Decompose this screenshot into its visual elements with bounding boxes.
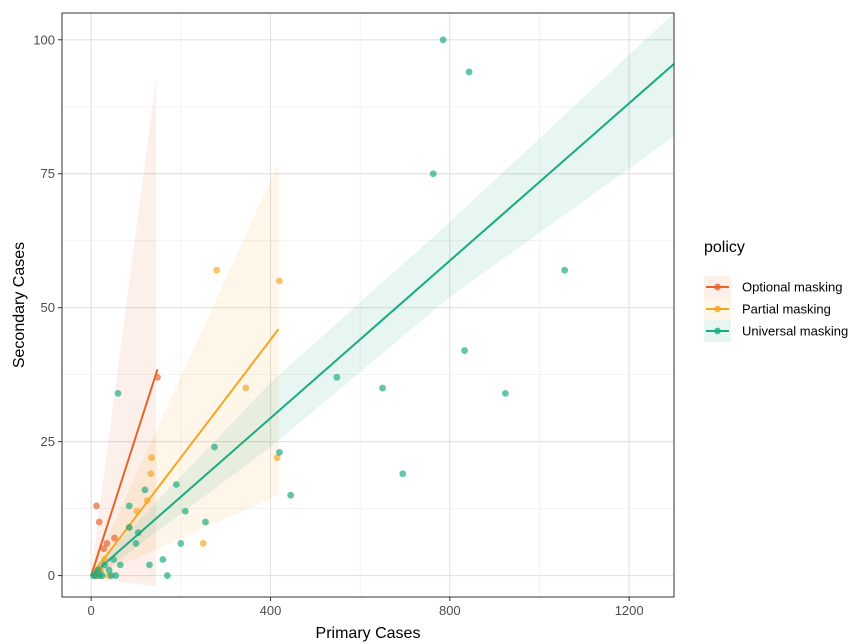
data-point — [333, 373, 341, 381]
x-axis: 0 400 800 1200 — [88, 597, 644, 618]
data-point — [114, 390, 122, 397]
legend-key-point — [714, 283, 721, 291]
x-tick-label: 1200 — [615, 603, 644, 618]
data-point — [133, 507, 141, 515]
data-point — [154, 373, 161, 381]
data-point — [103, 540, 111, 547]
data-point — [429, 170, 437, 178]
data-point — [95, 518, 103, 526]
data-point — [93, 502, 100, 510]
data-point — [111, 534, 118, 542]
data-point — [134, 529, 142, 537]
data-point — [89, 572, 97, 579]
data-point — [211, 443, 218, 451]
data-point — [273, 454, 281, 462]
y-tick-label: 0 — [48, 568, 55, 583]
fit-line — [90, 328, 280, 577]
y-tick-label: 50 — [41, 300, 55, 315]
data-point — [94, 566, 102, 574]
data-point — [148, 454, 156, 462]
data-point — [132, 540, 140, 547]
legend: policy Optional masking Partial masking Un… — [704, 239, 848, 342]
fit-line — [90, 63, 674, 577]
data-point — [502, 390, 509, 397]
data-points — [89, 36, 569, 579]
y-tick-label: 25 — [41, 434, 55, 449]
data-point — [147, 470, 155, 478]
plot-border — [61, 12, 675, 598]
data-point — [100, 545, 108, 553]
data-point — [561, 266, 569, 274]
confidence-band — [91, 77, 157, 587]
data-point — [112, 572, 120, 579]
data-point — [143, 497, 151, 504]
y-tick-label: 100 — [33, 32, 55, 47]
data-point — [105, 566, 113, 574]
grid — [62, 13, 674, 597]
y-tick-label: 75 — [41, 166, 55, 181]
x-axis-title: Primary Cases — [316, 625, 421, 642]
data-point — [141, 486, 149, 494]
data-point — [116, 561, 124, 569]
legend-title: policy — [704, 239, 745, 256]
data-point — [177, 540, 185, 547]
data-point — [172, 481, 180, 488]
data-point — [199, 540, 207, 547]
data-point — [110, 556, 117, 563]
x-tick-label: 0 — [88, 603, 95, 618]
data-point — [242, 384, 250, 392]
data-point — [101, 556, 108, 563]
y-axis: 0 25 50 75 100 — [33, 32, 62, 583]
data-point — [213, 266, 221, 274]
legend-label: Optional masking — [742, 280, 842, 295]
legend-key-point — [714, 327, 721, 335]
data-point — [276, 448, 283, 456]
data-point — [399, 470, 407, 478]
data-point — [181, 507, 189, 515]
data-point — [159, 556, 167, 563]
data-point — [96, 572, 104, 579]
data-point — [163, 572, 171, 579]
data-point — [202, 518, 209, 526]
data-point — [146, 561, 153, 569]
data-point — [465, 68, 473, 76]
x-tick-label: 400 — [260, 603, 282, 618]
confidence-band — [91, 13, 674, 581]
data-point — [125, 523, 133, 531]
x-tick-label: 800 — [439, 603, 461, 618]
fit-lines — [90, 63, 674, 577]
data-point — [125, 502, 133, 510]
fit-line — [90, 368, 159, 576]
data-point — [276, 277, 283, 285]
confidence-band — [91, 163, 279, 579]
legend-label: Universal masking — [742, 324, 848, 339]
data-point — [101, 561, 108, 569]
data-point — [287, 491, 295, 499]
y-axis-title: Secondary Cases — [11, 242, 28, 368]
data-point — [439, 36, 447, 44]
data-point — [461, 347, 469, 354]
legend-label: Partial masking — [742, 302, 831, 317]
plot-panel — [61, 12, 675, 598]
data-point — [379, 384, 386, 392]
legend-key-point — [714, 305, 721, 313]
confidence-bands — [91, 13, 674, 587]
